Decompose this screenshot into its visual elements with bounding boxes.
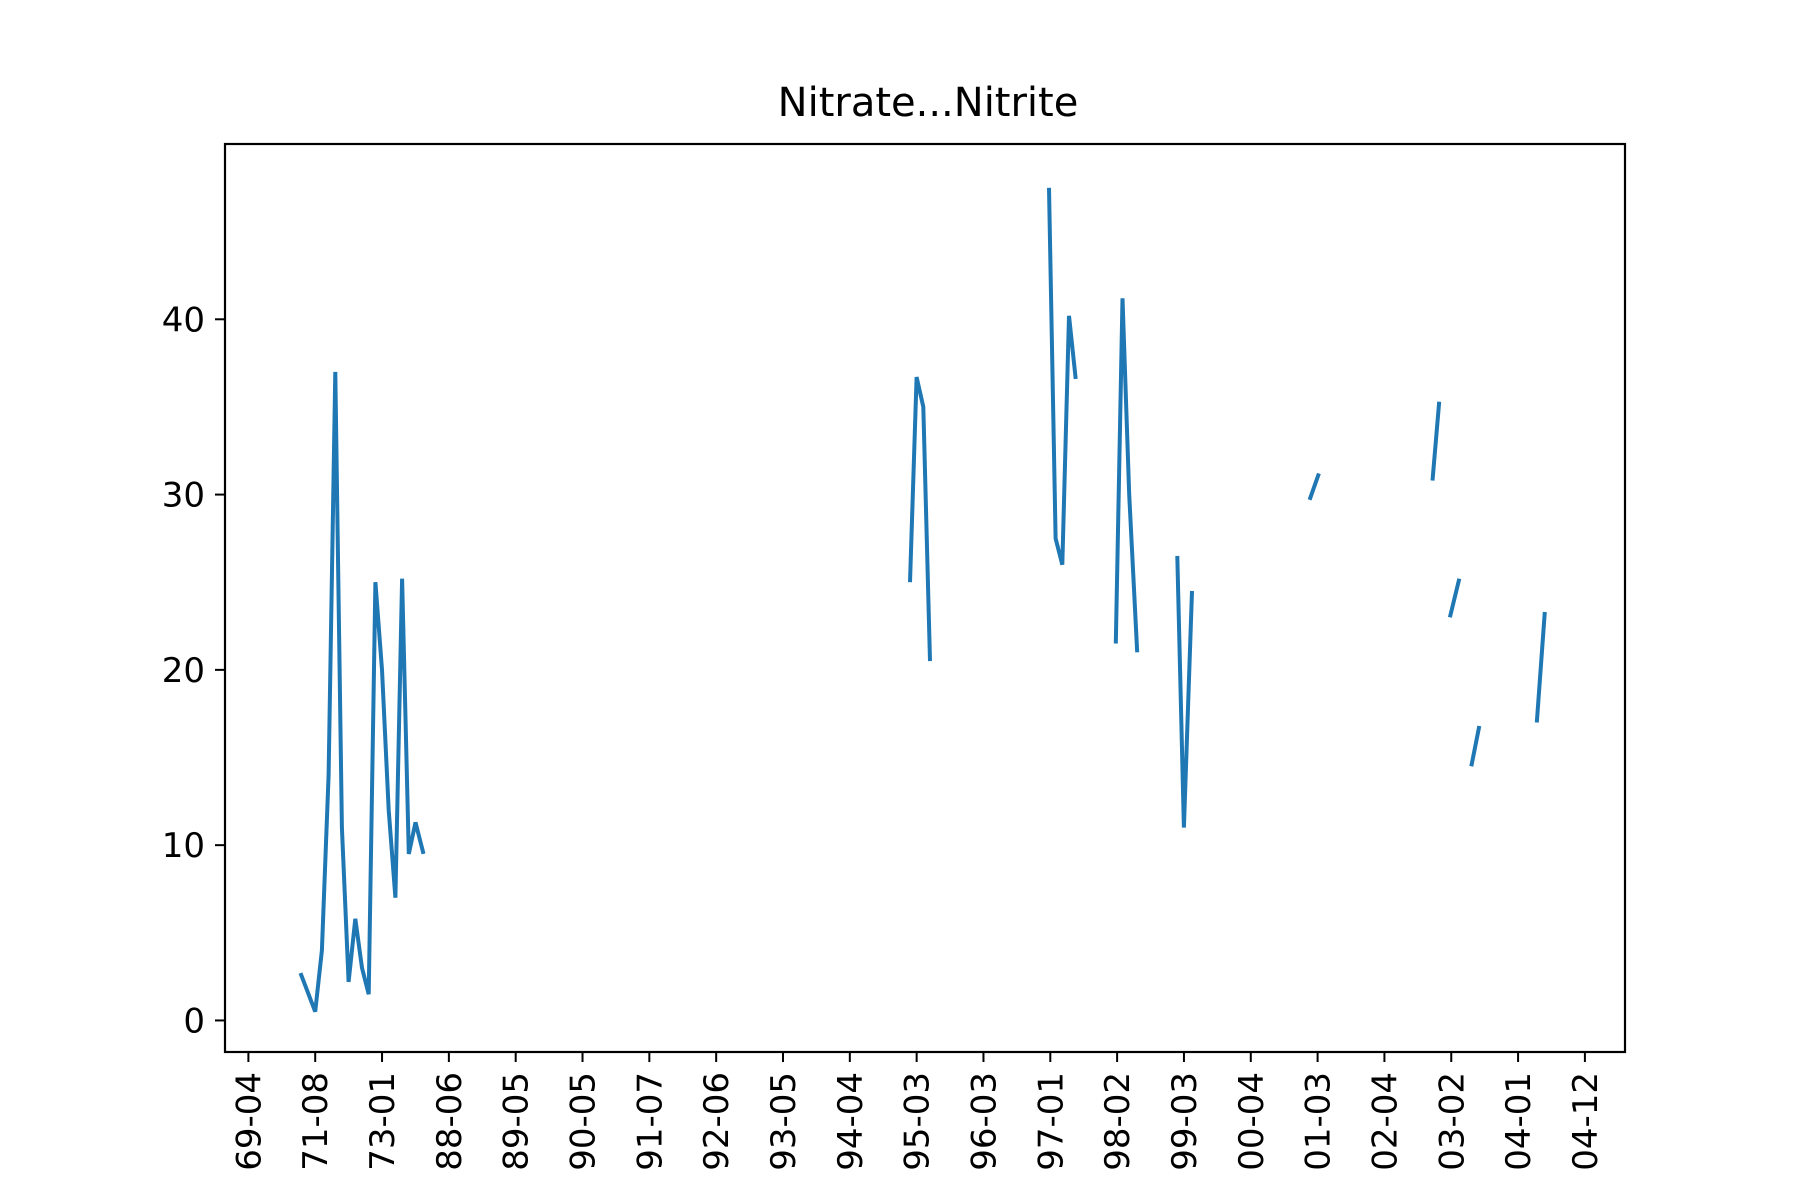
- x-tick-label: 94-04: [831, 1072, 871, 1171]
- series-line-segment: [1047, 187, 1078, 566]
- x-tick-label: 90-05: [564, 1072, 604, 1171]
- x-tick-label: 01-03: [1299, 1072, 1339, 1171]
- y-tick-label: 10: [162, 826, 205, 866]
- x-tick-label: 93-05: [764, 1072, 804, 1171]
- x-tick-label: 95-03: [898, 1072, 938, 1171]
- x-tick-label: 97-01: [1031, 1072, 1071, 1171]
- y-tick-label: 40: [162, 300, 205, 340]
- x-tick-label: 04-12: [1566, 1072, 1606, 1171]
- x-tick-label: 69-04: [229, 1072, 269, 1171]
- x-tick-label: 89-05: [497, 1072, 537, 1171]
- x-tick-label: 91-07: [630, 1072, 670, 1171]
- x-tick-label: 71-08: [296, 1072, 336, 1171]
- series-line-segment: [298, 371, 426, 1013]
- x-tick-label: 88-06: [430, 1072, 470, 1171]
- x-tick-label: 96-03: [965, 1072, 1005, 1171]
- x-tick-label: 03-02: [1432, 1072, 1472, 1171]
- x-tick-label: 73-01: [363, 1072, 403, 1171]
- x-tick-label: 92-06: [697, 1072, 737, 1171]
- chart-title: Nitrate...Nitrite: [778, 80, 1079, 126]
- x-axis: 69-04 71-08 73-01 88-06 89-05 90-05 91-07 92-06…: [229, 1052, 1606, 1171]
- series-line-segment: [1307, 472, 1321, 501]
- x-tick-label: 02-04: [1365, 1072, 1405, 1171]
- x-tick-label: 99-03: [1165, 1072, 1205, 1171]
- plot-area: [298, 187, 1547, 1013]
- series-line-segment: [1447, 578, 1462, 618]
- plot-frame: [223, 142, 1627, 1054]
- series-line-segment: [1175, 555, 1194, 828]
- x-tick-label: 00-04: [1232, 1072, 1272, 1171]
- y-tick-label: 0: [183, 1001, 205, 1041]
- series-line-segment: [1113, 298, 1140, 653]
- y-tick-label: 30: [162, 476, 205, 516]
- x-tick-label: 98-02: [1098, 1072, 1138, 1171]
- series-line-segment: [908, 376, 932, 662]
- series-line-segment: [1534, 611, 1547, 723]
- series-line-segment: [1469, 725, 1482, 767]
- y-tick-label: 20: [162, 651, 205, 691]
- y-axis: 0 10 20 30 40: [162, 300, 225, 1041]
- x-tick-label: 04-01: [1499, 1072, 1539, 1171]
- series-line-segment: [1430, 401, 1442, 481]
